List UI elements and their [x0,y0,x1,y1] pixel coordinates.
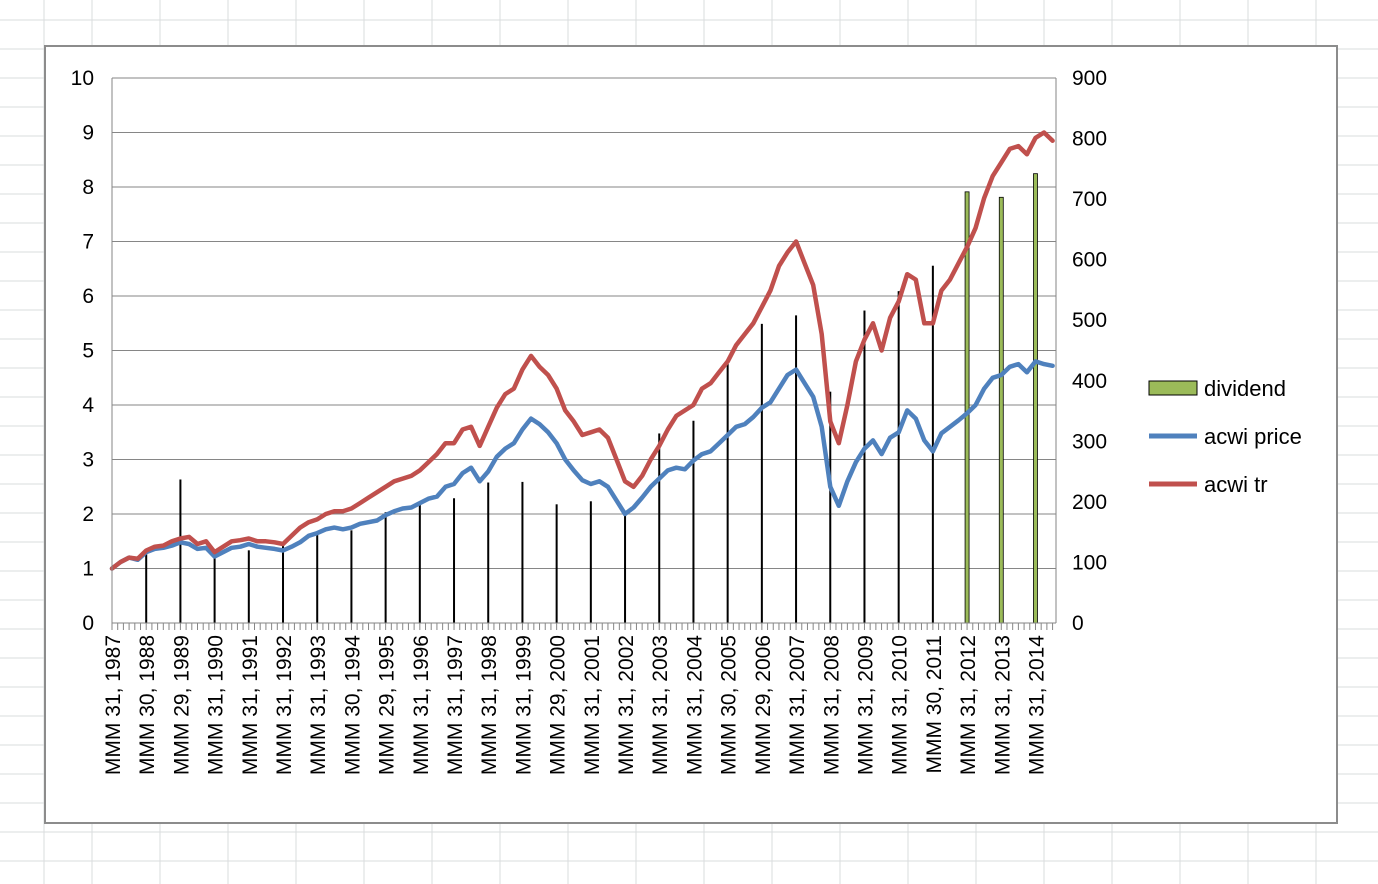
left-axis-tick-label: 3 [82,449,94,472]
x-axis-tick-label: MMM 31, 1999 [512,635,535,775]
right-axis-tick-label: 300 [1072,430,1107,453]
dividend-bar [384,512,387,623]
right-axis-tick-label: 600 [1072,249,1107,272]
dividend-bar [658,433,661,623]
x-axis-tick-label: MMM 31, 1998 [478,635,501,775]
x-axis-tick-label: MMM 30, 1988 [136,635,159,775]
x-axis-tick-label: MMM 31, 2013 [991,635,1014,775]
x-axis-tick-label: MMM 31, 2012 [957,635,980,775]
dividend-bar [897,291,900,623]
acwi-price-line [109,359,1055,571]
x-axis-tick-label: MMM 31, 1997 [444,635,467,775]
dividend-bar [453,498,456,623]
legend-label: dividend [1204,376,1286,401]
dividend-bar [726,363,729,623]
chart-svg: 0 1 2 3 4 5 6 7 8 9 10 0 100 200 300 400 500 600 700 800 90… [71,67,1302,775]
x-axis-tick-label: MMM 31, 2009 [854,635,877,775]
left-axis-tick-label: 6 [82,285,94,308]
x-axis-tick-label: MMM 31, 2003 [649,635,672,775]
x-axis-tick-label: MMM 29, 2000 [547,635,570,775]
left-axis-tick-label: 7 [82,231,94,254]
x-axis-tick-label: MMM 29, 1995 [376,635,399,775]
dividend-bar [145,553,148,623]
left-axis-tick-label: 8 [82,176,94,199]
x-axis-tick-label: MMM 31, 2008 [820,635,843,775]
line-series [109,130,1055,571]
x-axis-tick-label: MMM 31, 1987 [102,635,125,775]
acwi-tr-line [109,130,1055,571]
dividend-bar [316,532,319,623]
dividend-bar [795,315,798,623]
dividend-bar [555,504,558,623]
left-axis-tick-label: 4 [82,394,94,417]
x-axis-tick-label: MMM 29, 2006 [752,635,775,775]
dividend-bar [931,265,934,623]
right-axis-tick-label: 500 [1072,309,1107,332]
dividend-bar [589,501,592,623]
right-axis-tick-label: 700 [1072,188,1107,211]
x-axis-tick-label: MMM 31, 2004 [683,635,706,775]
legend: dividend acwi price acwi tr [1148,376,1302,497]
dividend-bars [145,173,1038,624]
x-axis-tick-label: MMM 31, 1996 [410,635,433,775]
dividend-bar [692,420,695,623]
right-axis-tick-label: 400 [1072,370,1107,393]
dividend-bar [213,551,216,623]
x-axis-tick-labels: MMM 31, 1987 MMM 30, 1988 MMM 29, 1989 MMM … [102,635,1048,775]
right-axis-tick-labels: 0 100 200 300 400 500 600 700 800 900 [1072,67,1107,635]
legend-swatch-dividend [1148,380,1198,396]
dividend-bar [624,513,627,623]
x-axis-tick-label: MMM 31, 2001 [581,635,604,775]
left-axis-tick-label: 1 [82,558,94,581]
right-axis-tick-label: 200 [1072,491,1107,514]
dividend-bar [521,481,524,623]
right-axis-tick-label: 900 [1072,67,1107,90]
dividend-bar [829,391,832,623]
dividend-bar [760,323,763,623]
x-axis-tick-label: MMM 31, 2007 [786,635,809,775]
dividend-bar [247,550,250,623]
x-axis-tick-label: MMM 29, 1989 [170,635,193,775]
dividend-bar [863,310,866,623]
x-axis-tick-label: MMM 31, 2002 [615,635,638,775]
x-axis-tick-label: MMM 30, 2005 [718,635,741,775]
right-axis-tick-label: 800 [1072,128,1107,151]
x-axis-tick-label: MMM 31, 1991 [239,635,262,775]
x-axis-tick-label: MMM 31, 2014 [1025,635,1048,775]
right-axis-tick-label: 0 [1072,612,1084,635]
dividend-bar [179,479,182,623]
dividend-bar [282,546,285,623]
x-axis-tick-label: MMM 30, 1994 [341,635,364,775]
dividend-bar [350,530,353,623]
dividend-bar [418,502,421,623]
left-axis-tick-label: 10 [71,67,94,90]
dividend-bar [998,196,1004,624]
dividend-bar [1033,173,1038,624]
x-axis-tick-label: MMM 31, 1992 [273,635,296,775]
left-axis-tick-label: 2 [82,503,94,526]
left-axis-tick-label: 9 [82,122,94,145]
right-axis-tick-label: 100 [1072,551,1107,574]
dividend-bar [487,482,490,623]
x-axis-tick-label: MMM 30, 2011 [923,635,946,774]
axes [111,78,1057,630]
left-axis-tick-label: 5 [82,340,94,363]
x-axis-tick-label: MMM 31, 2010 [889,635,912,775]
left-axis-tick-label: 0 [82,612,94,635]
legend-label: acwi price [1204,424,1302,449]
x-axis-tick-label: MMM 31, 1993 [307,635,330,775]
legend-label: acwi tr [1204,472,1268,497]
left-axis-tick-labels: 0 1 2 3 4 5 6 7 8 9 10 [71,67,95,635]
dividend-bar [964,191,970,624]
chart-area[interactable]: 0 1 2 3 4 5 6 7 8 9 10 0 100 200 300 400 500 600 700 800 90… [44,45,1338,824]
x-axis-tick-label: MMM 31, 1990 [205,635,228,775]
